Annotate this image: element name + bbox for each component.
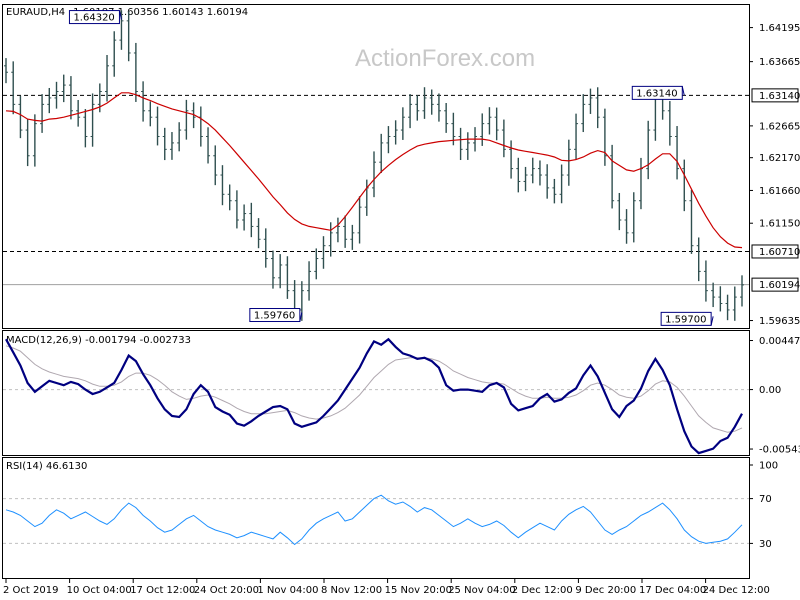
watermark: ActionForex.com [355, 45, 535, 72]
y-tick-label: 1.61150 [759, 219, 800, 230]
price-annotation-label: 1.59760 [254, 311, 295, 322]
price-annotation-label: 1.59700 [665, 314, 706, 325]
x-tick-label: 2 Dec 12:00 [512, 585, 573, 596]
x-tick-label: 2 Oct 2019 [3, 585, 58, 596]
macd-y-tick-label: -0.00543 [759, 445, 800, 456]
x-tick-label: 15 Nov 20:00 [385, 585, 452, 596]
price-annotation-label: 1.64320 [73, 13, 114, 24]
rsi-y-tick-label: 70 [759, 494, 772, 505]
y-tick-label: 1.61660 [759, 186, 800, 197]
x-tick-label: 25 Nov 04:00 [448, 585, 515, 596]
macd-signal-line [5, 345, 743, 433]
price-annotation-box [660, 311, 712, 326]
rsi-y-tick-label: 100 [759, 461, 778, 472]
symbol-label: EURAUD,H4 [6, 7, 65, 18]
price-annotation-connector [681, 86, 685, 96]
price-level-box [751, 244, 799, 259]
y-tick-label: 1.63140 [759, 91, 800, 102]
chart-header: EURAUD,H4 1.60187 1.60356 1.60143 1.60194 [6, 7, 248, 18]
macd-y-tick-label: 0.00 [759, 385, 781, 396]
y-tick-label: 1.63665 [759, 57, 800, 68]
y-tick-label: 1.59635 [759, 316, 800, 327]
rsi-y-tick-label: 30 [759, 539, 772, 550]
x-tick-label: 9 Dec 20:00 [575, 585, 636, 596]
rsi-title: RSI(14) 46.6130 [6, 461, 87, 472]
y-tick-label: 1.62170 [759, 153, 800, 164]
macd-y-tick-label: 0.004479 [759, 336, 800, 347]
price-annotation-label: 1.63140 [636, 88, 677, 99]
macd-main-line [5, 337, 743, 455]
rsi-panel [2, 457, 750, 579]
x-tick-label: 17 Dec 04:00 [639, 585, 706, 596]
x-tick-label: 1 Nov 04:00 [257, 585, 318, 596]
price-annotation-connector [118, 10, 122, 20]
y-tick-label: 1.60710 [759, 247, 800, 258]
x-tick-label: 24 Oct 20:00 [194, 585, 259, 596]
price-annotation-box [249, 308, 301, 323]
ohlc-values: 1.60187 1.60356 1.60143 1.60194 [73, 7, 248, 18]
y-tick-label: 1.60194 [759, 280, 800, 291]
y-tick-label: 1.64195 [759, 23, 800, 34]
macd-title: MACD(12,26,9) -0.001794 -0.002733 [6, 335, 191, 346]
price-panel [2, 4, 750, 329]
y-tick-label: 1.62665 [759, 121, 800, 132]
x-tick-label: 10 Oct 04:00 [67, 585, 132, 596]
rsi-line [5, 494, 743, 546]
price-level-box [751, 277, 799, 292]
x-tick-label: 24 Dec 12:00 [703, 585, 770, 596]
moving-average-line [5, 92, 743, 249]
macd-panel [2, 330, 750, 456]
price-level-box [751, 88, 799, 103]
price-annotation-connector [299, 312, 303, 322]
price-annotation-connector [710, 316, 714, 326]
price-annotation-box [631, 85, 683, 100]
price-annotation-box [68, 10, 120, 25]
x-tick-label: 17 Oct 12:00 [130, 585, 195, 596]
x-tick-label: 8 Nov 12:00 [321, 585, 382, 596]
